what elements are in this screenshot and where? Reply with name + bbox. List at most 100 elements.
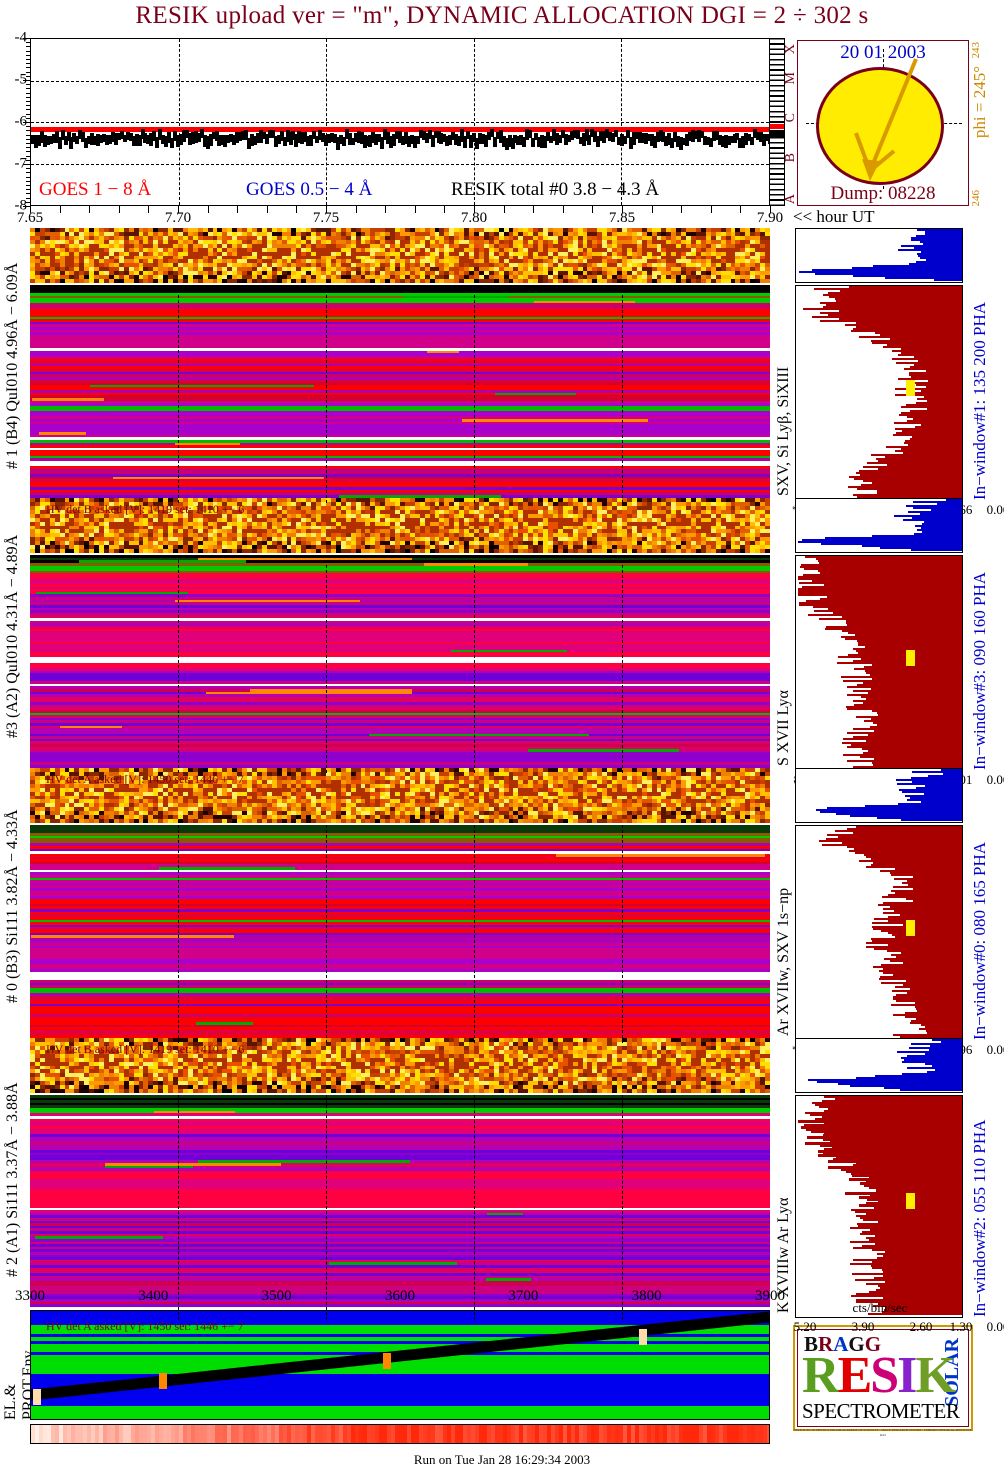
goes-data-point	[699, 130, 704, 138]
env-colorbar-cell	[327, 1425, 332, 1443]
goes-data-point	[477, 133, 482, 145]
env-colorbar-cell	[279, 1425, 284, 1443]
phi-value-top: 243	[970, 42, 982, 59]
goes-x-tick	[444, 206, 446, 213]
goes-data-point	[72, 132, 77, 143]
spectrum-overview-strip[interactable]	[30, 228, 770, 283]
env-colorbar-cell	[519, 1425, 524, 1443]
goes-data-point	[125, 131, 130, 141]
pha-blue-histogram[interactable]	[795, 228, 963, 283]
goes-data-point	[403, 131, 408, 145]
pha-blue-histogram[interactable]	[795, 768, 963, 823]
spectrum-panel-3[interactable]	[30, 1038, 770, 1334]
env-colorbar-cell	[523, 1425, 528, 1443]
goes-data-point	[631, 132, 636, 145]
goes-data-point	[504, 137, 509, 150]
spectrogram[interactable]	[30, 285, 770, 503]
goes-x-tick	[770, 206, 771, 213]
pha-window-marker	[906, 379, 915, 396]
spectrogram[interactable]	[30, 1095, 770, 1320]
goes-data-point	[697, 130, 701, 143]
goes-x-tick	[533, 206, 535, 213]
env-colorbar-cell	[239, 1425, 244, 1443]
goes-data-point	[705, 137, 710, 146]
goes-data-point	[599, 130, 604, 141]
pha-blue-histogram[interactable]	[795, 1038, 963, 1093]
goes-data-point	[179, 134, 183, 146]
env-colorbar-cell	[559, 1425, 564, 1443]
goes-x-tick	[592, 206, 594, 213]
goes-data-point	[480, 133, 485, 144]
goes-data-point	[546, 132, 551, 141]
goes-data-point	[116, 132, 121, 140]
goes-data-point	[729, 135, 734, 144]
env-colorbar-cell	[651, 1425, 656, 1443]
pha-window-marker	[906, 1192, 915, 1209]
goes-y-minor-tick	[26, 101, 30, 102]
pha-red-spectrum[interactable]	[795, 1095, 963, 1318]
spectrum-panel-2[interactable]	[30, 768, 770, 1057]
env-colorbar-cell	[607, 1425, 612, 1443]
spectral-line-ids: Ar XVIIw, SXV 1s−np	[775, 828, 793, 1036]
goes-data-point	[312, 131, 317, 140]
env-x-tick-label: 3500	[262, 1288, 292, 1305]
spectrogram[interactable]	[30, 825, 770, 1043]
spectrum-overview-strip[interactable]	[30, 498, 770, 553]
pha-red-spectrum[interactable]	[795, 285, 963, 501]
electron-proton-environment-panel[interactable]	[30, 1310, 770, 1420]
env-colorbar-cell	[499, 1425, 504, 1443]
goes-data-point	[31, 134, 35, 144]
env-colorbar-cell	[739, 1425, 744, 1443]
goes-data-point	[341, 136, 346, 146]
goes-data-point	[658, 130, 663, 141]
env-colorbar-cell	[511, 1425, 516, 1443]
goes-y-minor-tick	[26, 54, 30, 56]
goes-data-point	[661, 131, 666, 142]
env-colorbar-cell	[299, 1425, 304, 1443]
goes-lightcurve-panel[interactable]: GOES 1 − 8 Å GOES 0.5 − 4 Å RESIK total …	[30, 38, 773, 206]
pha-blue-histogram[interactable]	[795, 498, 963, 553]
env-y-axis-label: EL.& PROT.Env.	[2, 1310, 37, 1420]
goes-data-point	[202, 135, 207, 148]
spectrum-panel-0[interactable]	[30, 228, 770, 517]
env-colorbar-cell	[595, 1425, 600, 1443]
env-colorbar-cell	[567, 1425, 572, 1443]
goes-data-point	[306, 135, 311, 146]
goes-data-point	[584, 129, 589, 141]
env-colorbar-cell	[159, 1425, 164, 1443]
goes-data-point	[143, 133, 148, 144]
env-colorbar-cell	[171, 1425, 176, 1443]
goes-data-point	[321, 133, 326, 143]
env-colorbar-cell	[187, 1425, 192, 1443]
hv-detector-status: HV det A asked [V]: 1450 set: 1446 +− 7	[46, 772, 244, 787]
goes-data-point	[226, 135, 231, 143]
goes-data-point	[368, 135, 373, 148]
goes-data-point	[726, 135, 731, 145]
goes-data-point	[717, 135, 722, 146]
goes-data-point	[329, 132, 334, 143]
spectrogram[interactable]	[30, 555, 770, 773]
solar-disc-panel[interactable]: 20 01 2003 Dump: 08228	[797, 40, 969, 206]
env-colorbar-cell	[283, 1425, 288, 1443]
spectrum-panel-1[interactable]	[30, 498, 770, 787]
spectrum-overview-strip[interactable]	[30, 1038, 770, 1093]
env-colorbar-cell	[155, 1425, 160, 1443]
env-colorbar-cell	[275, 1425, 280, 1443]
goes-data-point	[418, 130, 423, 138]
spectrum-overview-strip[interactable]	[30, 768, 770, 823]
goes-data-point	[398, 131, 403, 144]
pha-red-spectrum[interactable]	[795, 555, 963, 771]
env-colorbar-cell	[471, 1425, 476, 1443]
goes-x-tick-label: 7.75	[313, 210, 339, 227]
goes-data-point	[380, 137, 385, 149]
goes-data-point	[670, 137, 675, 148]
env-colorbar-cell	[355, 1425, 360, 1443]
env-band	[31, 1377, 769, 1389]
env-colorbar-cell	[759, 1425, 764, 1443]
goes-data-point	[563, 134, 568, 145]
goes-data-point	[673, 132, 678, 143]
goes-data-point	[551, 129, 556, 142]
phi-angle-label: 243 phi = 245° 246	[968, 40, 1002, 208]
goes-data-point	[406, 135, 411, 148]
pha-red-spectrum[interactable]	[795, 825, 963, 1041]
